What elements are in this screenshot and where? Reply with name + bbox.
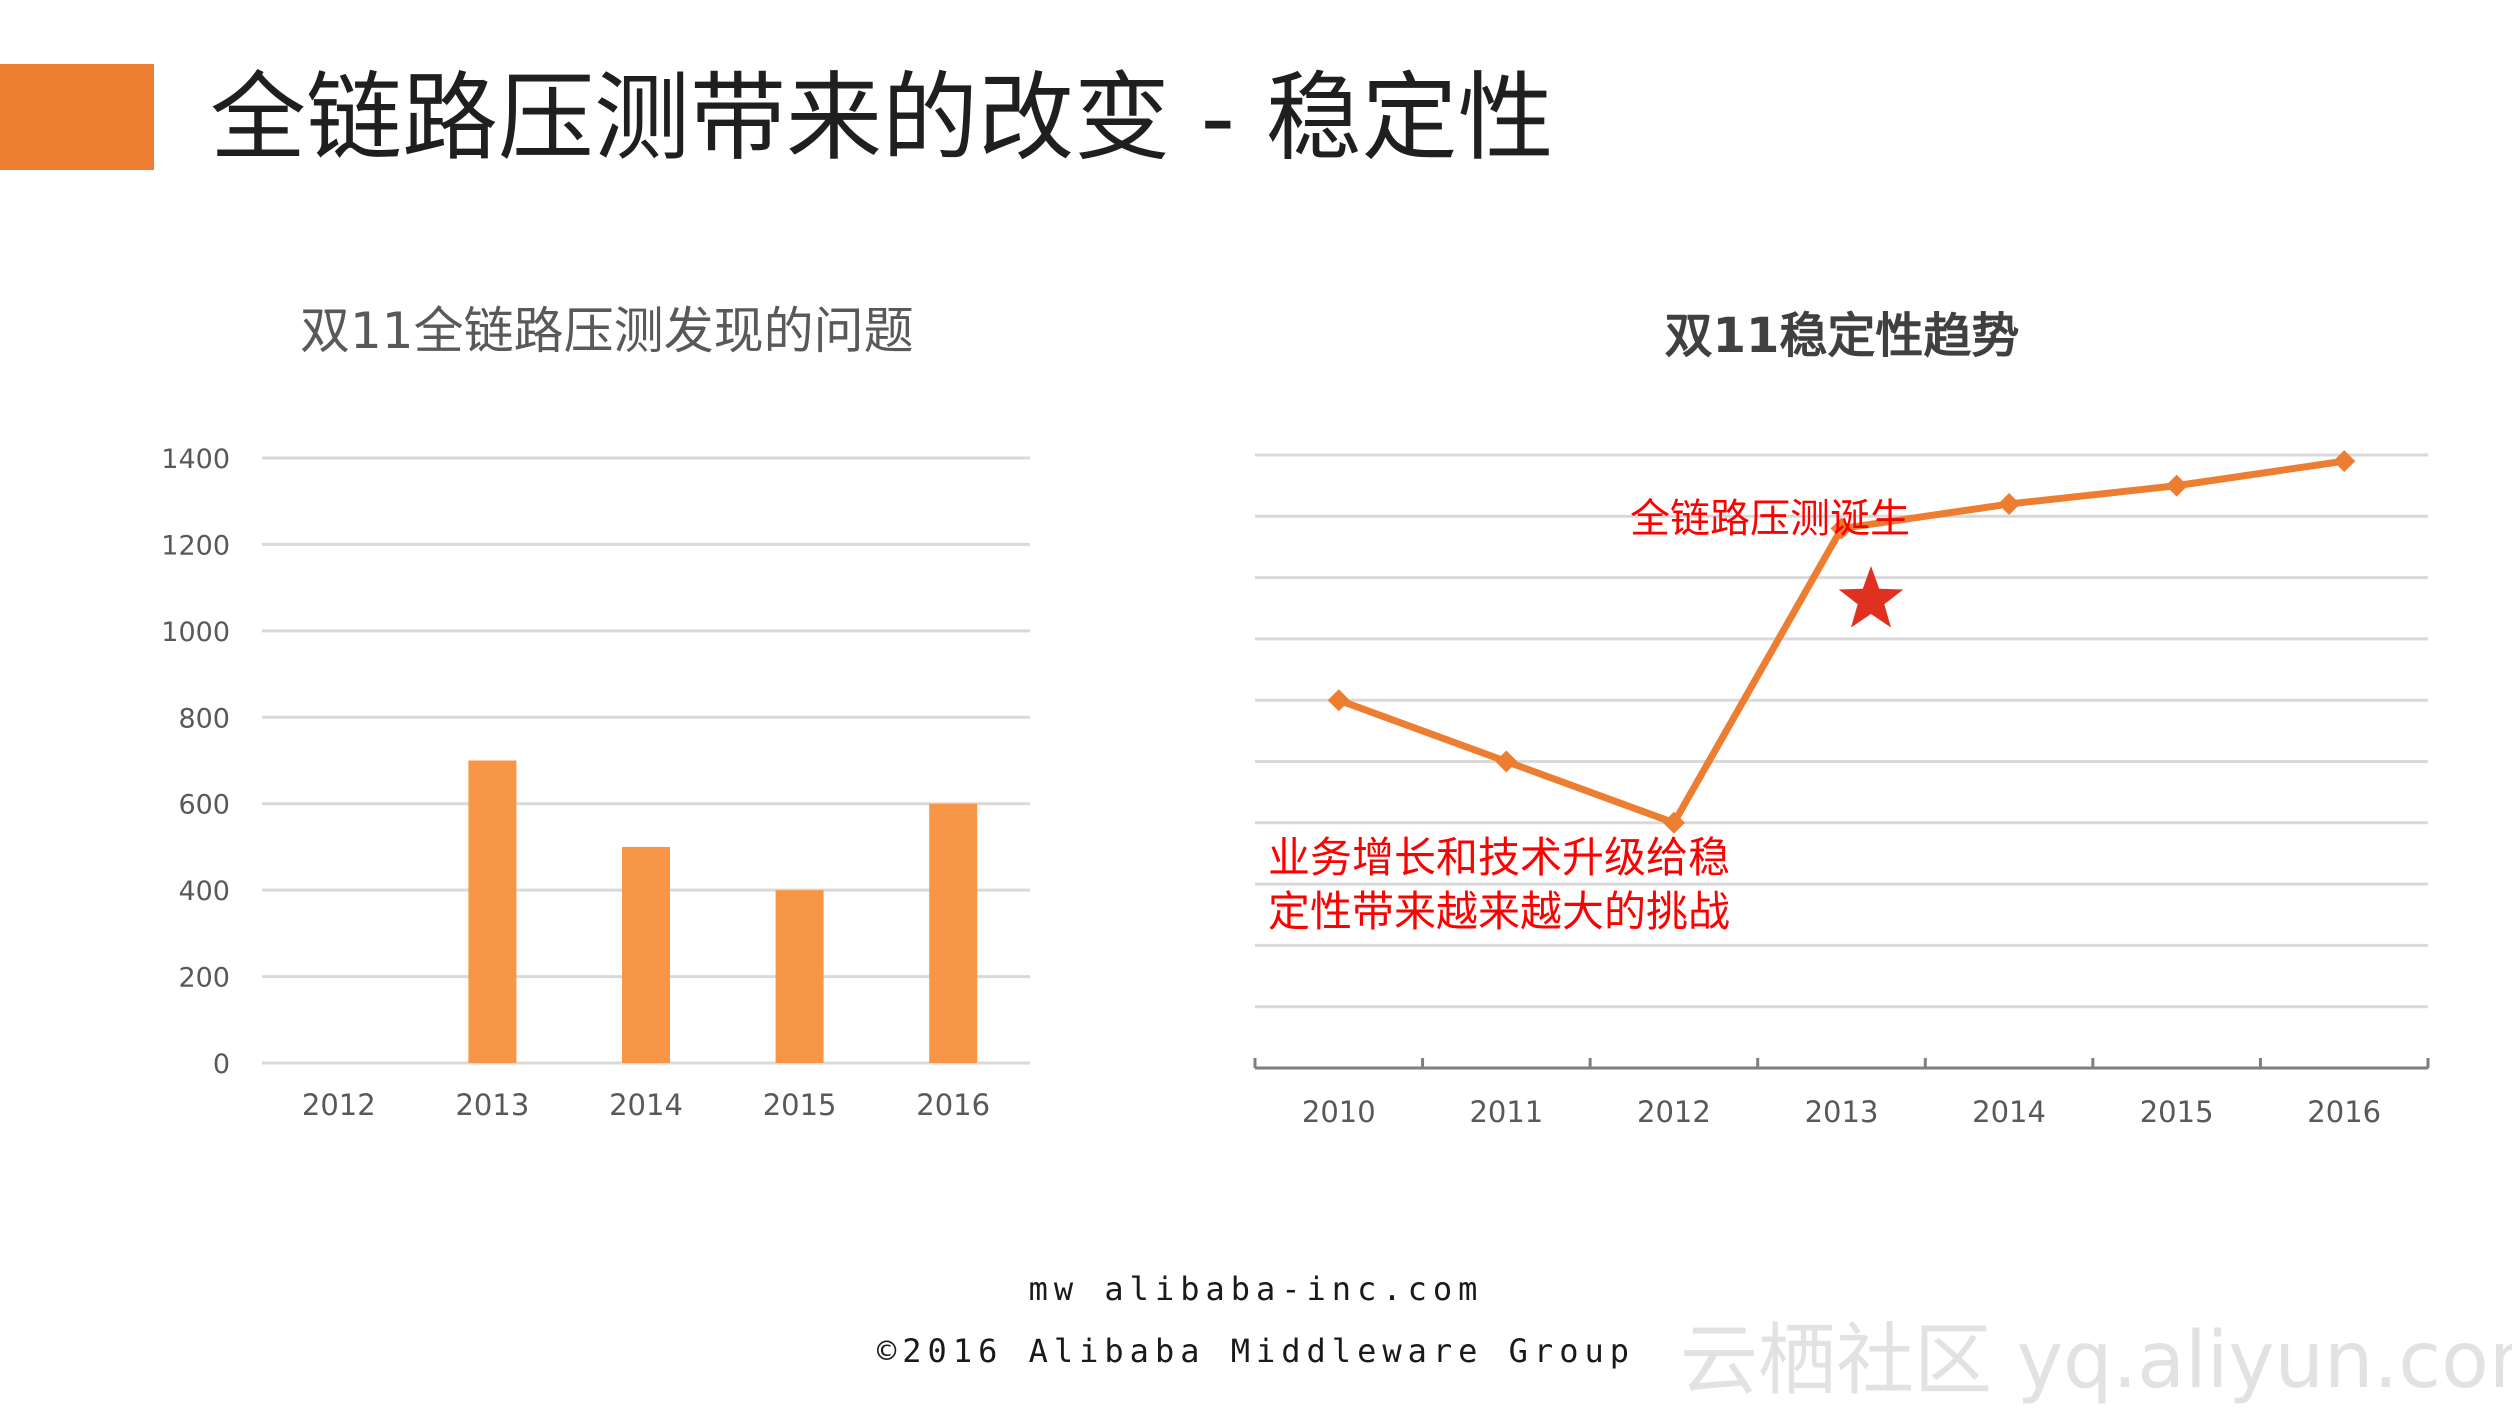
bar-x-tick-label: 2015 [763,1088,837,1122]
line-chart-title: 双11稳定性趋势 [1665,308,2020,364]
star-icon [1838,566,1904,628]
line-x-tick-label: 2014 [1972,1095,2046,1129]
bar-y-tick-label: 1000 [161,617,230,648]
bar-y-tick-label: 0 [213,1049,230,1080]
bar-y-tick-label: 800 [178,703,230,734]
issues-bar-chart: 双11全链路压测发现的问题 0 200 400 600 800 1000 1200 1400 20… [161,302,1030,1122]
annotation-challenge-line: 业务增长和技术升级给稳 [1268,833,1730,882]
line-point-2012 [1662,811,1685,834]
stability-line-chart: 双11稳定性趋势 2010 2011 2012 2013 2014 2015 2016 全链路压… [1253,308,2430,1129]
line-x-tick-label: 2015 [2140,1095,2214,1129]
bar-x-tick-label: 2012 [302,1088,376,1122]
watermark: 云栖社区 yq.aliyun.com [1680,1316,2512,1406]
line-point-2010 [1327,689,1350,712]
bar-y-tick-label: 1400 [161,444,230,475]
bar-y-tick-label: 1200 [161,530,230,561]
bar-2016 [929,803,978,1063]
bar-y-tick-label: 400 [178,876,230,907]
line-x-tick-label: 2010 [1302,1095,1376,1129]
bar-x-tick-label: 2014 [609,1088,683,1122]
bar-x-tick-label: 2013 [455,1088,529,1122]
bar-2015 [775,890,824,1063]
line-x-tick-label: 2012 [1637,1095,1711,1129]
bar-y-tick-label: 600 [178,790,230,821]
annotation-full-link-born: 全链路压测诞生 [1630,496,1910,542]
footer-url: mw alibaba-inc.com [1028,1270,1484,1308]
bar-x-tick-label: 2016 [916,1088,990,1122]
line-x-tick-label: 2016 [2307,1095,2381,1129]
bar-2013 [468,760,517,1063]
line-x-tick-label: 2013 [1805,1095,1879,1129]
bar-2014 [622,846,670,1063]
title-accent-block [0,64,154,170]
line-point-2016 [2333,450,2356,473]
line-point-2013 [1830,517,1853,540]
line-point-2011 [1495,750,1518,773]
line-x-tick-label: 2011 [1469,1095,1543,1129]
line-point-2014 [1998,493,2021,516]
line-point-2015 [2165,474,2188,497]
bar-y-tick-label: 200 [178,963,230,994]
bar-chart-title: 双11全链路压测发现的问题 [300,302,914,360]
footer-copyright: ©2016 Alibaba Middleware Group [877,1332,1635,1370]
slide-title: 全链路压测带来的改变 - 稳定性 [210,62,1554,174]
annotation-challenge-line: 定性带来越来越大的挑战 [1268,887,1730,936]
